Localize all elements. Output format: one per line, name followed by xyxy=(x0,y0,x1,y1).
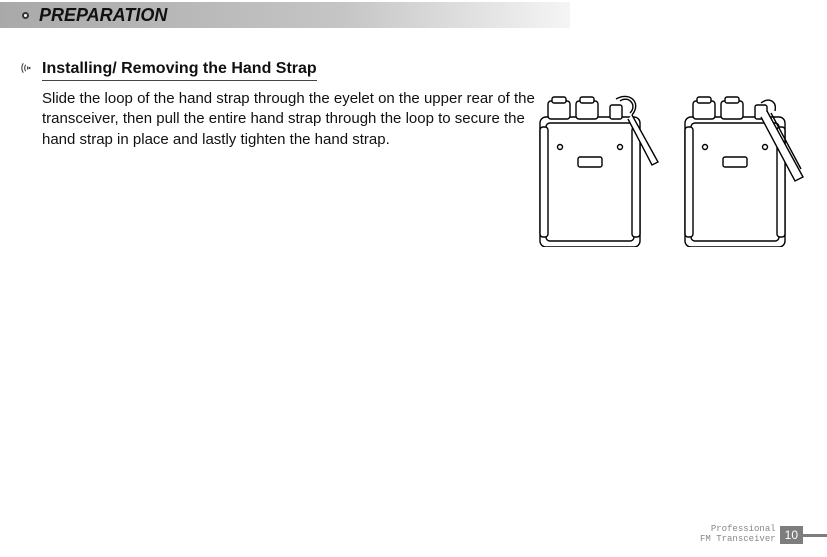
page-number: 10 xyxy=(780,526,803,544)
footer-line2: FM Transceiver xyxy=(700,535,776,545)
footer: Professional FM Transceiver 10 xyxy=(700,525,827,545)
header-bar: PREPARATION xyxy=(0,2,827,28)
footer-bar-icon xyxy=(803,534,827,537)
section-title: Installing/ Removing the Hand Strap xyxy=(42,60,317,81)
radio-waves-icon xyxy=(20,60,36,81)
section-header: Installing/ Removing the Hand Strap xyxy=(20,60,827,81)
header-title: PREPARATION xyxy=(39,5,167,26)
header-bullet-icon xyxy=(22,12,29,19)
section-body: Slide the loop of the hand strap through… xyxy=(42,89,562,150)
hand-strap-illustration xyxy=(525,87,805,247)
footer-label: Professional FM Transceiver xyxy=(700,525,776,545)
